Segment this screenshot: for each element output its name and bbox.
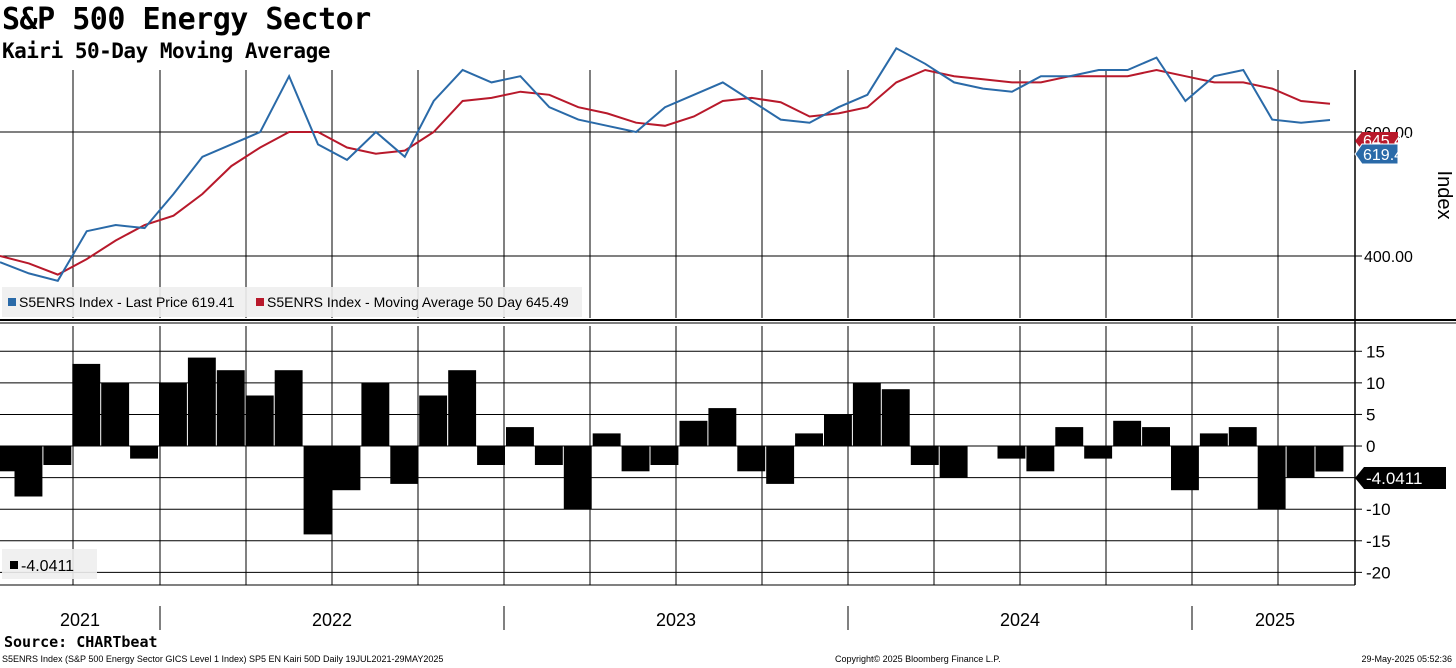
footer-copyright: Copyright© 2025 Bloomberg Finance L.P. [835,654,1001,664]
kairi-panel-grid [0,326,1355,585]
last-price-line [0,46,1331,282]
kairi-bar [390,446,419,484]
kairi-bar [245,395,274,446]
footer-timestamp: 29-May-2025 05:52:36 [1361,654,1452,664]
legend-ma: S5ENRS Index - Moving Average 50 Day 645… [267,294,569,310]
x-tick-label: 2021 [60,610,100,630]
y-tick-label: 10 [1366,374,1385,393]
kairi-bar [448,370,477,446]
kairi-bar [621,446,650,472]
x-tick-label: 2024 [1000,610,1040,630]
y-tick-label: 5 [1366,405,1375,424]
kairi-bar [216,370,245,446]
price-panel-grid [0,70,1355,318]
kairi-bar [332,446,361,491]
kairi-bar [910,446,939,465]
kairi-bar [101,382,130,447]
y-tick-label: 400.00 [1364,249,1413,266]
kairi-legend: -4.0411 [2,549,97,579]
x-tick-label: 2023 [656,610,696,630]
kairi-bar [72,363,101,446]
source-label: Source: CHARTbeat [4,633,158,651]
kairi-bar [361,382,390,447]
price-last-flag: 619.41 [1354,143,1412,165]
kairi-bar [1142,427,1170,447]
kairi-bar [852,382,881,447]
y-tick-label: -10 [1366,500,1391,519]
kairi-bar [1315,446,1344,472]
kairi-bar [130,446,158,459]
price-legend: S5ENRS Index - Last Price 619.41 S5ENRS … [2,287,582,317]
y-axis-label: Index [1433,171,1455,220]
kairi-bar [1199,433,1228,446]
kairi-bar [824,414,852,446]
kairi-bar [419,395,448,446]
kairi-bar [506,427,534,447]
kairi-bar [477,446,505,465]
kairi-bar [1026,446,1055,472]
kairi-bar [14,446,43,497]
kairi-bar [766,446,795,484]
chart-subtitle: Kairi 50-Day Moving Average [2,39,330,63]
x-tick-label: 2022 [312,610,352,630]
kairi-last-flag: -4.0411 [1355,467,1446,489]
kairi-bar [650,446,679,465]
kairi-bar [795,433,823,446]
kairi-bar [159,382,187,447]
kairi-bar [187,357,216,446]
legend-kairi: -4.0411 [21,558,74,575]
kairi-bar [679,420,708,447]
kairi-bar [997,446,1026,459]
kairi-bar [43,446,72,465]
kairi-bar [881,389,910,447]
kairi-bar [708,408,737,446]
kairi-bar [1055,427,1084,447]
y-tick-label: -15 [1366,532,1391,551]
kairi-last-value: -4.0411 [1366,469,1422,488]
footer-description: S5ENRS Index (S&P 500 Energy Sector GICS… [2,654,444,664]
kairi-bar [563,446,592,510]
kairi-bar [303,446,332,535]
y-tick-label: 0 [1366,437,1375,456]
y-tick-label: -20 [1366,563,1391,582]
moving-average-line [0,68,1331,276]
y-tick-label: 15 [1366,342,1385,361]
kairi-bar [1228,427,1257,447]
kairi-bar [592,433,621,446]
chart-title: S&P 500 Energy Sector [2,2,371,37]
kairi-bars [0,357,1344,535]
kairi-bar [1113,420,1142,447]
kairi-bar [274,370,303,446]
price-last-value: 619.41 [1363,147,1412,164]
kairi-bar [534,446,563,465]
kairi-bar [1257,446,1286,510]
kairi-bar [1171,446,1199,491]
kairi-bar [737,446,766,472]
legend-price: S5ENRS Index - Last Price 619.41 [19,294,235,310]
kairi-bar [1084,446,1113,459]
kairi-bar [939,446,968,478]
x-tick-label: 2025 [1255,610,1295,630]
kairi-bar [1286,446,1315,478]
